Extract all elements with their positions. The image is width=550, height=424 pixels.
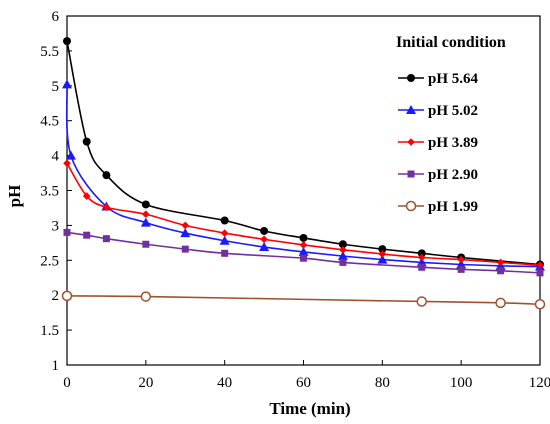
data-point bbox=[140, 291, 152, 302]
data-point bbox=[300, 254, 307, 262]
x-tick-label: 100 bbox=[450, 375, 473, 391]
data-point bbox=[417, 253, 426, 262]
y-tick-label: 1 bbox=[52, 358, 60, 374]
axes: 11.522.533.544.555.560 20 40 60 80 100 120 bbox=[40, 9, 550, 391]
data-point bbox=[495, 297, 506, 309]
data-point bbox=[102, 203, 111, 212]
data-point bbox=[536, 269, 544, 277]
legend: Initial condition pH 5.64 pH 5.02 pH 3.89 p… bbox=[388, 22, 538, 218]
data-point bbox=[63, 37, 71, 46]
data-point bbox=[378, 245, 387, 254]
data-point bbox=[457, 265, 465, 273]
series-ph-2-90 bbox=[63, 228, 544, 277]
data-point bbox=[61, 290, 73, 302]
y-tick-label: 3.5 bbox=[40, 184, 59, 200]
legend-entry: pH 5.02 bbox=[398, 103, 478, 119]
y-tick-label: 4.5 bbox=[40, 114, 59, 130]
legend-title: Initial condition bbox=[396, 34, 506, 51]
x-tick-label: 40 bbox=[217, 375, 232, 391]
x-tick-label: 20 bbox=[138, 375, 153, 391]
data-point bbox=[339, 258, 347, 266]
data-point bbox=[82, 137, 91, 146]
data-point bbox=[102, 171, 111, 180]
data-point bbox=[417, 249, 426, 258]
data-point bbox=[141, 200, 150, 209]
legend-marker bbox=[407, 170, 415, 178]
legend-background bbox=[388, 22, 538, 218]
data-point bbox=[180, 228, 191, 238]
data-point bbox=[102, 235, 110, 243]
data-point bbox=[377, 254, 388, 264]
series-ph-5-64 bbox=[63, 37, 544, 269]
series-ph-3-89 bbox=[63, 159, 544, 269]
data-point bbox=[83, 231, 91, 239]
legend-marker bbox=[407, 74, 415, 82]
x-axis-title: Time (min) bbox=[269, 399, 350, 418]
x-tick-label: 0 bbox=[63, 375, 71, 391]
data-point bbox=[534, 299, 546, 310]
y-axis-title: pH bbox=[5, 185, 24, 208]
data-point bbox=[63, 159, 71, 168]
data-point bbox=[337, 251, 348, 261]
y-tick-label: 2.5 bbox=[40, 253, 59, 269]
y-tick-label: 1.5 bbox=[40, 323, 59, 339]
series-ph-1-99 bbox=[61, 290, 546, 310]
data-point bbox=[181, 245, 189, 253]
legend-label: pH 1.99 bbox=[428, 199, 478, 215]
legend-label: pH 5.02 bbox=[428, 103, 478, 119]
data-point bbox=[497, 267, 505, 275]
data-point bbox=[220, 216, 229, 225]
data-point bbox=[219, 235, 230, 245]
data-point bbox=[418, 263, 426, 271]
y-tick-label: 3 bbox=[52, 218, 60, 234]
legend-label: pH 3.89 bbox=[428, 135, 478, 151]
data-point bbox=[65, 150, 76, 160]
data-point bbox=[457, 255, 465, 264]
data-point bbox=[142, 210, 150, 219]
y-tick-label: 5 bbox=[52, 79, 60, 95]
x-tick-label: 120 bbox=[529, 375, 550, 391]
y-tick-label: 2 bbox=[52, 288, 60, 304]
legend-marker bbox=[405, 200, 417, 212]
y-tick-label: 6 bbox=[52, 9, 60, 25]
data-point bbox=[260, 226, 269, 235]
data-point bbox=[536, 261, 544, 269]
data-point bbox=[221, 249, 229, 257]
data-point bbox=[259, 242, 270, 252]
x-tick-label: 80 bbox=[375, 375, 390, 391]
data-point bbox=[338, 240, 347, 249]
data-point bbox=[63, 228, 71, 236]
data-point bbox=[299, 233, 308, 242]
legend-entry: pH 2.90 bbox=[398, 167, 478, 183]
legend-label: pH 2.90 bbox=[428, 167, 478, 183]
data-point bbox=[378, 250, 387, 258]
data-point bbox=[299, 241, 308, 249]
data-point bbox=[496, 258, 505, 267]
legend-entry: pH 1.99 bbox=[398, 199, 478, 215]
data-point bbox=[220, 229, 229, 237]
data-point bbox=[260, 235, 268, 244]
data-point bbox=[416, 296, 427, 307]
data-point bbox=[339, 246, 347, 254]
legend-marker bbox=[406, 105, 416, 114]
series-group bbox=[61, 37, 546, 310]
y-tick-label: 4 bbox=[52, 149, 60, 165]
data-point bbox=[181, 221, 190, 230]
legend-entry: pH 3.89 bbox=[398, 135, 478, 151]
data-point bbox=[298, 246, 309, 256]
data-point bbox=[142, 240, 150, 248]
legend-marker bbox=[407, 138, 415, 146]
data-point bbox=[140, 217, 151, 227]
x-tick-label: 60 bbox=[296, 375, 311, 391]
legend-entry: pH 5.64 bbox=[398, 71, 479, 87]
data-point bbox=[82, 192, 91, 200]
data-point bbox=[62, 79, 72, 89]
legend-label: pH 5.64 bbox=[428, 71, 479, 87]
y-tick-label: 5.5 bbox=[40, 44, 59, 60]
